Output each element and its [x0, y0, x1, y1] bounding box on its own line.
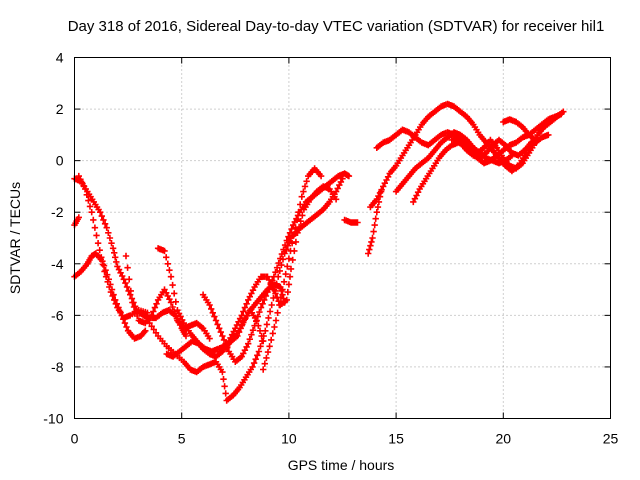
y-axis-label: SDTVAR / TECUs	[7, 182, 23, 294]
series-track	[500, 116, 539, 144]
y-tick-label: -4	[51, 256, 64, 272]
x-tick-label: 0	[71, 431, 79, 447]
series-track	[225, 183, 340, 345]
series-track	[122, 252, 213, 342]
axes: 0 5 10 15 20 25 -10 -8 -6 -4 -2 0 2 4	[43, 50, 618, 447]
data-point-markers	[341, 216, 361, 226]
series-track	[154, 245, 288, 360]
x-tick-label: 20	[496, 431, 512, 447]
plot-frame	[74, 57, 611, 419]
chart-title: Day 318 of 2016, Sidereal Day-to-day VTE…	[68, 18, 605, 35]
data-series	[71, 100, 567, 404]
y-tick-label: -10	[43, 411, 63, 427]
y-tick-label: 4	[56, 50, 64, 66]
series-track	[71, 214, 82, 229]
data-point-markers	[260, 165, 325, 373]
data-point-markers	[122, 252, 213, 342]
x-tick-label: 5	[178, 431, 186, 447]
data-point-markers	[146, 175, 346, 404]
data-point-markers	[367, 100, 567, 211]
series-track	[341, 216, 361, 226]
y-tick-label: 2	[56, 101, 64, 117]
x-tick-label: 10	[281, 431, 297, 447]
data-point-markers	[500, 116, 539, 144]
x-tick-label: 15	[388, 431, 404, 447]
data-point-markers	[71, 214, 82, 229]
series-track	[367, 100, 567, 211]
y-tick-label: 0	[56, 153, 64, 169]
data-point-markers	[154, 245, 288, 360]
series-track	[260, 165, 325, 373]
grid	[74, 57, 611, 419]
y-tick-label: -2	[51, 204, 64, 220]
y-tick-label: -8	[51, 359, 64, 375]
data-point-markers	[225, 183, 340, 345]
x-axis-label: GPS time / hours	[288, 457, 395, 473]
y-tick-label: -6	[51, 307, 64, 323]
x-tick-label: 25	[603, 431, 619, 447]
series-track	[146, 175, 346, 404]
